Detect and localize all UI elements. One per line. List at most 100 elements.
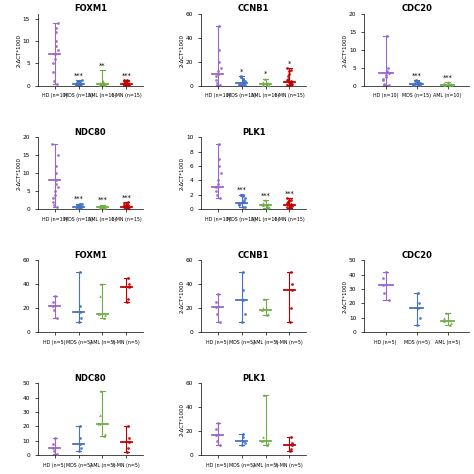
Point xyxy=(51,55,59,63)
Point xyxy=(263,81,271,89)
Point xyxy=(383,268,390,276)
Point xyxy=(122,78,130,85)
Point xyxy=(76,77,84,85)
Point xyxy=(237,73,245,80)
Text: ***: *** xyxy=(73,196,83,202)
Point xyxy=(54,46,61,54)
Point xyxy=(96,202,103,210)
Point xyxy=(446,321,454,328)
Point xyxy=(121,202,128,210)
Point xyxy=(125,295,132,302)
Point xyxy=(288,442,296,449)
Point xyxy=(122,202,130,210)
Point xyxy=(288,202,296,210)
Point xyxy=(446,82,454,89)
Point xyxy=(288,77,295,85)
Point xyxy=(380,274,387,282)
Point xyxy=(385,81,393,89)
Point xyxy=(288,445,295,453)
Point xyxy=(76,201,84,208)
Point xyxy=(385,297,393,304)
Point xyxy=(415,78,422,85)
Point xyxy=(286,204,294,211)
Point xyxy=(99,79,106,86)
Point xyxy=(51,434,59,442)
Point xyxy=(120,82,128,89)
Point xyxy=(54,314,61,321)
Point xyxy=(76,79,83,87)
Point xyxy=(240,198,247,206)
Title: FOXM1: FOXM1 xyxy=(74,4,107,13)
Point xyxy=(239,76,247,83)
Point xyxy=(416,80,423,87)
Point xyxy=(241,194,248,202)
Point xyxy=(239,269,246,276)
Point xyxy=(288,200,295,208)
Point xyxy=(288,80,296,88)
Point xyxy=(381,80,388,88)
Point xyxy=(96,411,104,419)
Point xyxy=(239,191,247,198)
Point xyxy=(49,298,56,306)
Title: PLK1: PLK1 xyxy=(242,374,265,383)
Point xyxy=(125,203,132,211)
Point xyxy=(259,304,267,312)
Point xyxy=(263,203,271,210)
Point xyxy=(264,202,271,210)
Point xyxy=(100,81,108,89)
Point xyxy=(78,444,85,452)
Point xyxy=(76,204,83,211)
Point xyxy=(444,78,451,86)
Point xyxy=(264,79,272,87)
Point xyxy=(76,423,83,430)
Title: CDC20: CDC20 xyxy=(401,4,432,13)
Text: ***: *** xyxy=(121,73,131,79)
Point xyxy=(123,200,130,207)
Point xyxy=(100,433,108,440)
Point xyxy=(411,77,419,84)
Point xyxy=(72,82,79,89)
Point xyxy=(216,155,223,163)
Point xyxy=(288,201,295,209)
Point xyxy=(76,269,83,276)
Point xyxy=(121,203,128,210)
Point xyxy=(49,60,56,67)
Point xyxy=(237,73,245,81)
Point xyxy=(414,78,421,86)
Point xyxy=(124,201,131,209)
Title: NDC80: NDC80 xyxy=(75,374,106,383)
Point xyxy=(283,200,291,207)
Point xyxy=(285,70,293,78)
Point xyxy=(215,141,222,148)
Point xyxy=(287,196,294,203)
Point xyxy=(238,442,246,449)
Point xyxy=(259,80,266,88)
Point xyxy=(124,274,132,282)
Point xyxy=(411,81,419,88)
Point xyxy=(240,79,247,87)
Point xyxy=(213,80,220,87)
Point xyxy=(283,64,291,72)
Point xyxy=(76,79,84,86)
Point xyxy=(75,447,83,455)
Point xyxy=(212,298,219,306)
Point xyxy=(101,80,109,87)
Point xyxy=(414,321,421,328)
Point xyxy=(50,307,57,314)
Point xyxy=(259,201,266,209)
Point xyxy=(261,295,268,302)
Point xyxy=(264,81,271,89)
Point xyxy=(214,180,222,188)
Point xyxy=(53,37,60,45)
Point xyxy=(51,191,59,198)
Point xyxy=(415,80,423,87)
Point xyxy=(241,82,248,89)
Point xyxy=(237,191,245,198)
Point xyxy=(283,194,291,202)
Point xyxy=(74,201,82,209)
Point xyxy=(417,79,424,87)
Point xyxy=(235,201,242,209)
Point xyxy=(285,197,293,205)
Point xyxy=(289,281,296,288)
Point xyxy=(125,80,132,87)
